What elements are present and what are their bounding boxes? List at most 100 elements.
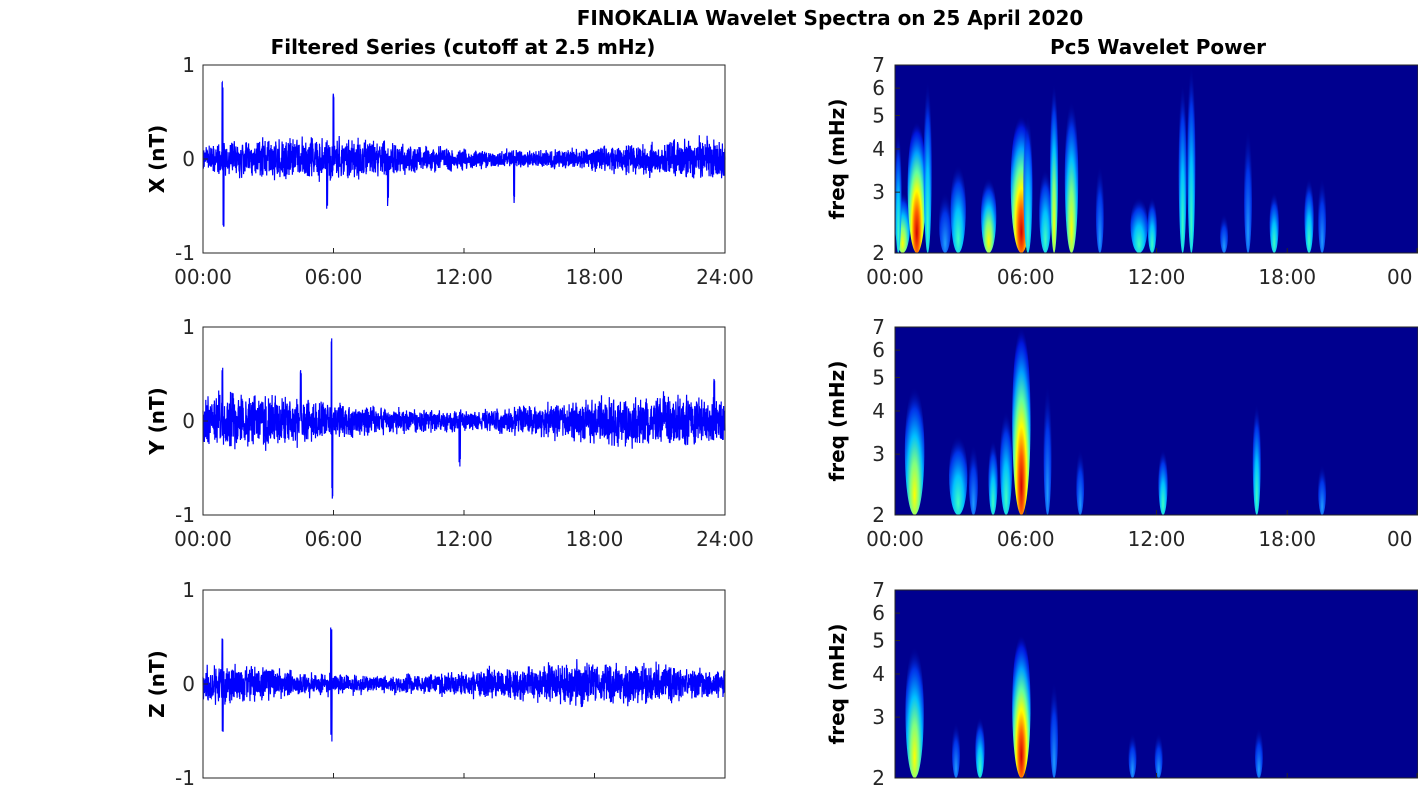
timeseries-panel-1: 1 0 -100:00 06:00 12:00 18:00 24:00 Y (nT) <box>145 315 754 551</box>
y-tick-label: 1 <box>182 315 195 339</box>
y-axis-label: freq (mHz) <box>825 99 849 220</box>
power-event <box>975 717 985 779</box>
y-tick-label: 7 <box>872 578 885 602</box>
x-tick-label: 12:00 <box>1128 527 1186 551</box>
y-tick-label: 0 <box>182 147 195 171</box>
y-tick-label: 1 <box>182 578 195 602</box>
y-tick-label: 6 <box>872 338 885 362</box>
y-tick-label: 2 <box>872 241 885 265</box>
power-event <box>1076 449 1085 515</box>
power-map <box>905 634 1263 779</box>
power-event <box>905 646 924 778</box>
series-line <box>202 338 726 499</box>
x-tick-label: 18:00 <box>566 265 624 289</box>
y-tick-label: 3 <box>872 180 885 204</box>
y-tick-label: 6 <box>872 601 885 625</box>
power-event <box>1178 83 1187 254</box>
x-tick-label: 24:00 <box>696 527 754 551</box>
wavelet-panel-2 <box>894 589 1418 779</box>
power-event <box>988 439 998 515</box>
power-event <box>1064 101 1079 254</box>
x-tick-label: 12:00 <box>435 527 493 551</box>
x-tick-label: 06:00 <box>305 527 363 551</box>
y-tick-label: 0 <box>182 672 195 696</box>
power-map <box>904 327 1327 515</box>
x-tick-label: 18:00 <box>1258 527 1316 551</box>
y-tick-label: 2 <box>872 503 885 527</box>
power-event <box>939 192 952 254</box>
power-event <box>952 722 961 778</box>
power-event <box>907 121 926 253</box>
power-event <box>1304 177 1314 253</box>
power-event <box>1158 449 1168 515</box>
power-event <box>950 164 966 253</box>
y-tick-label: 3 <box>872 705 885 729</box>
timeseries-panel-0: 1 0 -100:00 06:00 12:00 18:00 24:00 X (nT) <box>145 53 754 289</box>
power-event <box>1147 197 1157 253</box>
power-event <box>1244 128 1253 253</box>
y-axis-label: freq (mHz) <box>825 624 849 745</box>
power-event <box>923 80 932 253</box>
x-tick-label: 00:00 <box>174 527 232 551</box>
right-column-title: Pc5 Wavelet Power <box>1050 35 1266 59</box>
y-tick-label: -1 <box>175 766 195 788</box>
power-event <box>1269 192 1279 254</box>
power-event <box>1130 197 1148 253</box>
x-tick-label: 00:00 <box>174 265 232 289</box>
y-tick-label: 4 <box>872 399 885 423</box>
timeseries-panel-2: 1 0 -1 Z (nT) <box>145 578 726 788</box>
power-event <box>1012 327 1031 515</box>
y-axis-label: freq (mHz) <box>825 361 849 482</box>
y-tick-label: -1 <box>175 241 195 265</box>
power-event <box>1318 464 1327 515</box>
power-map <box>895 65 1327 254</box>
power-event <box>1039 169 1052 253</box>
power-event <box>1252 403 1261 515</box>
x-tick-label: 00 <box>1387 527 1412 551</box>
x-tick-label: 24:00 <box>696 265 754 289</box>
y-tick-label: 5 <box>872 365 885 389</box>
left-column-title: Filtered Series (cutoff at 2.5 mHz) <box>271 35 656 59</box>
x-tick-label: 00 <box>1387 265 1412 289</box>
power-event <box>1050 681 1059 778</box>
series-line <box>202 627 726 742</box>
power-event <box>1187 65 1196 253</box>
figure-title: FINOKALIA Wavelet Spectra on 25 April 20… <box>577 6 1084 30</box>
power-event <box>1043 383 1052 515</box>
power-event <box>1050 83 1059 254</box>
y-tick-label: 4 <box>872 662 885 686</box>
series-line <box>202 80 726 227</box>
y-axis-label: X (nT) <box>145 125 169 194</box>
y-tick-label: 2 <box>872 766 885 788</box>
wavelet-panel-1 <box>894 326 1418 516</box>
power-event <box>1128 732 1137 779</box>
x-tick-label: 00:00 <box>866 527 924 551</box>
x-tick-label: 06:00 <box>305 265 363 289</box>
y-tick-label: 7 <box>872 53 885 77</box>
y-tick-label: 5 <box>872 628 885 652</box>
power-event <box>1095 164 1104 253</box>
power-event <box>968 444 979 515</box>
power-event <box>1023 115 1033 254</box>
x-tick-label: 18:00 <box>566 527 624 551</box>
x-tick-label: 12:00 <box>1128 265 1186 289</box>
power-event <box>1154 732 1163 779</box>
x-tick-label: 00:00 <box>866 265 924 289</box>
wavelet-panel-0 <box>894 64 1418 254</box>
power-event <box>981 177 997 253</box>
power-event <box>1012 634 1031 778</box>
power-event <box>1000 410 1013 515</box>
x-tick-label: 06:00 <box>997 265 1055 289</box>
y-tick-label: 3 <box>872 442 885 466</box>
y-tick-label: -1 <box>175 503 195 527</box>
y-axis-label: Y (nT) <box>145 387 169 456</box>
y-axis-label: Z (nT) <box>145 650 169 718</box>
power-event <box>904 386 925 515</box>
power-event <box>1254 727 1263 779</box>
y-tick-label: 7 <box>872 315 885 339</box>
x-tick-label: 18:00 <box>1258 265 1316 289</box>
power-event <box>949 435 968 515</box>
y-tick-label: 1 <box>182 53 195 77</box>
y-tick-label: 5 <box>872 103 885 127</box>
